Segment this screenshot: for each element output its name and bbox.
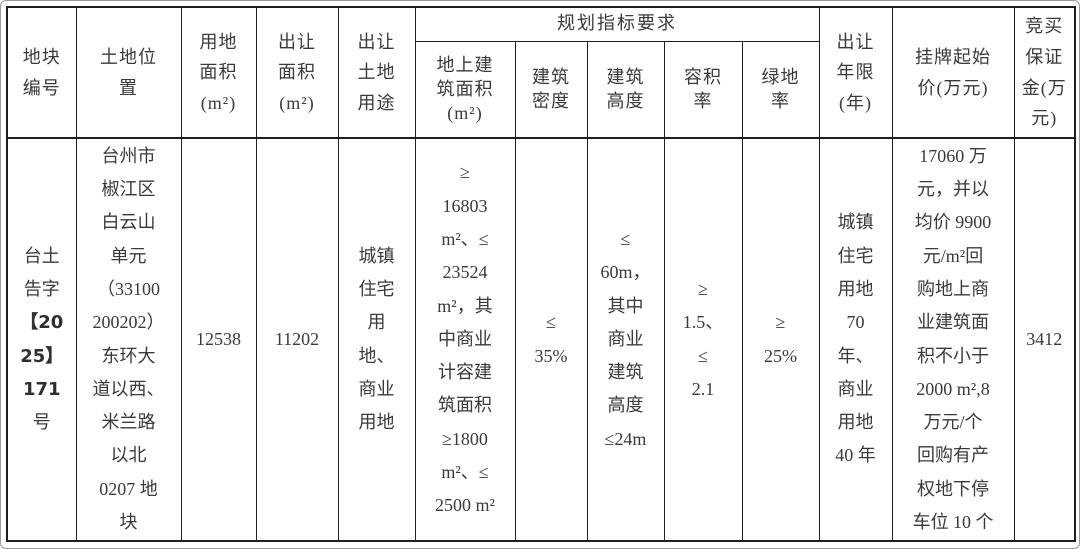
cell-plot-id: 台土 告字 【20 25】 171 号 — [6, 137, 77, 542]
header-land-area: 用地 面积 (m²) — [180, 6, 257, 139]
header-transfer-area: 出让 面积 (m²) — [255, 6, 339, 139]
header-row-top: 地块 编号 土地位 置 用地 面积 (m²) 出让 面积 (m²) 出让 土地 … — [6, 6, 1076, 139]
cell-above-ground-area: ≥ 16803 m²、≤ 23524 m²，其 中商业 计容建 筑面积 ≥180… — [414, 137, 516, 542]
land-listing-table: 地块 编号 土地位 置 用地 面积 (m²) 出让 面积 (m²) 出让 土地 … — [6, 6, 1076, 542]
header-building-density: 建筑 密度 — [514, 40, 588, 139]
cell-land-use: 城镇 住宅 用 地、 商业 用地 — [337, 137, 416, 542]
plot-id-suffix: 号 — [32, 412, 51, 433]
header-plot-ratio: 容积 率 — [663, 40, 743, 139]
cell-land-area: 12538 — [180, 137, 257, 542]
header-starting-price: 挂牌起始 价(万元) — [891, 6, 1015, 139]
header-location: 土地位 置 — [75, 6, 182, 139]
header-tenure: 出让 年限 (年) — [818, 6, 893, 139]
cell-transfer-area: 11202 — [255, 137, 339, 542]
header-building-height: 建筑 高度 — [586, 40, 665, 139]
header-deposit: 竞买 保证 金(万 元) — [1013, 6, 1076, 139]
cell-building-height: ≤ 60m， 其中 商业 建筑 高度 ≤24m — [586, 137, 665, 542]
header-planning-indicators: 规划指标要求 — [414, 6, 820, 42]
header-above-ground-area: 地上建 筑面积 (m²) — [414, 40, 516, 139]
table-row: 台土 告字 【20 25】 171 号 台州市 椒江区 白云山 单元 （3310… — [6, 137, 1076, 542]
cell-starting-price: 17060 万 元，并以 均价 9900 元/m²回 购地上商 业建筑面 积不小… — [891, 137, 1015, 542]
header-land-use: 出让 土地 用途 — [337, 6, 416, 139]
cell-green-rate: ≥ 25% — [741, 137, 820, 542]
cell-building-density: ≤ 35% — [514, 137, 588, 542]
cell-location: 台州市 椒江区 白云山 单元 （33100 200202） 东环大 道以西、 米… — [75, 137, 182, 542]
plot-id-prefix: 台土 告字 — [23, 245, 60, 299]
header-row-sub: 地上建 筑面积 (m²) 建筑 密度 建筑 高度 容积 率 绿地 率 — [7, 40, 1075, 139]
header-plot-id: 地块 编号 — [6, 6, 77, 139]
cell-tenure: 城镇 住宅 用地 70 年、 商业 用地 40 年 — [818, 137, 893, 542]
cell-plot-ratio: ≥ 1.5、 ≤ 2.1 — [663, 137, 743, 542]
plot-id-bold: 【20 25】 171 — [20, 312, 64, 400]
header-green-rate: 绿地 率 — [741, 40, 820, 139]
cell-deposit: 3412 — [1013, 137, 1076, 542]
